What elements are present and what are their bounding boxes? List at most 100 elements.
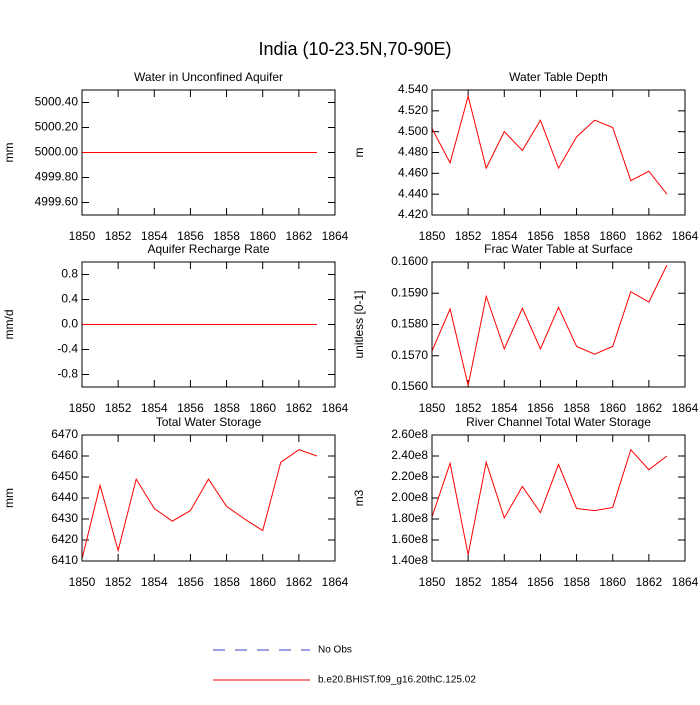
x-tick-label: 1852: [105, 229, 132, 243]
x-tick-label: 1862: [286, 401, 313, 415]
panel-title: River Channel Total Water Storage: [466, 415, 651, 429]
x-tick-label: 1858: [213, 229, 240, 243]
data-line: [431, 448, 668, 555]
y-axis-label: m3: [352, 489, 366, 506]
y-axis-label: mm: [2, 143, 16, 163]
y-tick-label: 0.8: [61, 267, 78, 281]
x-tick-label: 1858: [563, 229, 590, 243]
x-tick-label: 1860: [599, 401, 626, 415]
y-tick-label: 6430: [51, 511, 78, 525]
y-tick-label: 2.20e8: [391, 469, 428, 483]
y-axis-label: m: [352, 148, 366, 158]
y-tick-label: 0.1580: [391, 317, 428, 331]
y-tick-label: 2.60e8: [391, 427, 428, 441]
y-tick-label: 0.0: [61, 317, 78, 331]
x-tick-label: 1856: [527, 401, 554, 415]
x-tick-label: 1850: [419, 401, 446, 415]
x-tick-label: 1862: [636, 575, 663, 589]
x-tick-label: 1858: [213, 575, 240, 589]
y-tick-label: 0.1600: [391, 254, 428, 268]
data-line: [81, 449, 318, 560]
y-tick-label: 4999.60: [35, 195, 79, 209]
y-tick-label: -0.8: [57, 367, 78, 381]
plot-frame: [81, 261, 336, 388]
y-tick-label: 4.460: [398, 166, 428, 180]
x-tick-label: 1860: [599, 229, 626, 243]
x-tick-label: 1854: [141, 229, 168, 243]
panel-title: Aquifer Recharge Rate: [147, 242, 269, 256]
plot-frame: [431, 261, 686, 388]
x-tick-label: 1856: [177, 401, 204, 415]
legend-label: No Obs: [318, 645, 352, 656]
x-tick-label: 1864: [322, 229, 349, 243]
x-tick-label: 1856: [177, 575, 204, 589]
data-line: [431, 264, 668, 386]
y-tick-label: 4.520: [398, 103, 428, 117]
y-tick-label: 4.440: [398, 186, 428, 200]
x-tick-label: 1852: [105, 401, 132, 415]
y-tick-label: 6440: [51, 490, 78, 504]
x-tick-label: 1856: [177, 229, 204, 243]
x-tick-label: 1856: [527, 575, 554, 589]
x-tick-label: 1862: [286, 229, 313, 243]
x-tick-label: 1854: [141, 575, 168, 589]
plot-frame: [431, 434, 686, 562]
y-tick-label: 0.1590: [391, 285, 428, 299]
plot-frame: [431, 89, 686, 216]
x-tick-label: 1852: [455, 401, 482, 415]
y-tick-label: 6420: [51, 532, 78, 546]
x-tick-label: 1864: [672, 401, 699, 415]
panel-title: Water Table Depth: [509, 70, 608, 84]
x-tick-label: 1864: [322, 401, 349, 415]
y-tick-label: 0.1560: [391, 379, 428, 393]
x-tick-label: 1850: [69, 229, 96, 243]
y-axis-label: mm/d: [2, 310, 16, 340]
y-tick-label: 1.80e8: [391, 511, 428, 525]
y-tick-label: 6450: [51, 469, 78, 483]
panel-title: Frac Water Table at Surface: [484, 242, 633, 256]
y-tick-label: 5000.40: [35, 95, 79, 109]
x-tick-label: 1850: [419, 229, 446, 243]
y-tick-label: 4999.80: [35, 170, 79, 184]
legend-label: b.e20.BHIST.f09_g16.20thC.125.02: [318, 675, 476, 686]
x-tick-label: 1862: [636, 229, 663, 243]
x-tick-label: 1864: [672, 575, 699, 589]
plot-frame: [81, 89, 336, 216]
figure-title: India (10-23.5N,70-90E): [258, 39, 451, 59]
y-tick-label: 2.00e8: [391, 490, 428, 504]
panel-title: Water in Unconfined Aquifer: [134, 70, 283, 84]
y-tick-label: 0.1570: [391, 348, 428, 362]
x-tick-label: 1852: [455, 229, 482, 243]
y-tick-label: 0.4: [61, 292, 78, 306]
x-tick-label: 1854: [491, 229, 518, 243]
x-tick-label: 1862: [286, 575, 313, 589]
data-line: [431, 94, 668, 195]
y-tick-label: 6410: [51, 553, 78, 567]
y-tick-label: 5000.20: [35, 120, 79, 134]
x-tick-label: 1850: [419, 575, 446, 589]
y-tick-label: 5000.00: [35, 145, 79, 159]
x-tick-label: 1858: [213, 401, 240, 415]
x-tick-label: 1864: [672, 229, 699, 243]
x-tick-label: 1856: [527, 229, 554, 243]
x-tick-label: 1852: [455, 575, 482, 589]
y-tick-label: 1.60e8: [391, 532, 428, 546]
y-tick-label: 2.40e8: [391, 448, 428, 462]
y-tick-label: 4.540: [398, 82, 428, 96]
x-tick-label: 1860: [249, 229, 276, 243]
y-axis-label: mm: [2, 488, 16, 508]
x-tick-label: 1862: [636, 401, 663, 415]
y-tick-label: 1.40e8: [391, 553, 428, 567]
y-tick-label: -0.4: [57, 342, 78, 356]
y-tick-label: 4.500: [398, 124, 428, 138]
y-axis-label: unitless [0-1]: [352, 290, 366, 358]
y-tick-label: 4.420: [398, 207, 428, 221]
x-tick-label: 1864: [322, 575, 349, 589]
x-tick-label: 1850: [69, 575, 96, 589]
y-tick-label: 4.480: [398, 145, 428, 159]
panel-title: Total Water Storage: [156, 415, 262, 429]
x-tick-label: 1860: [599, 575, 626, 589]
x-tick-label: 1854: [491, 401, 518, 415]
